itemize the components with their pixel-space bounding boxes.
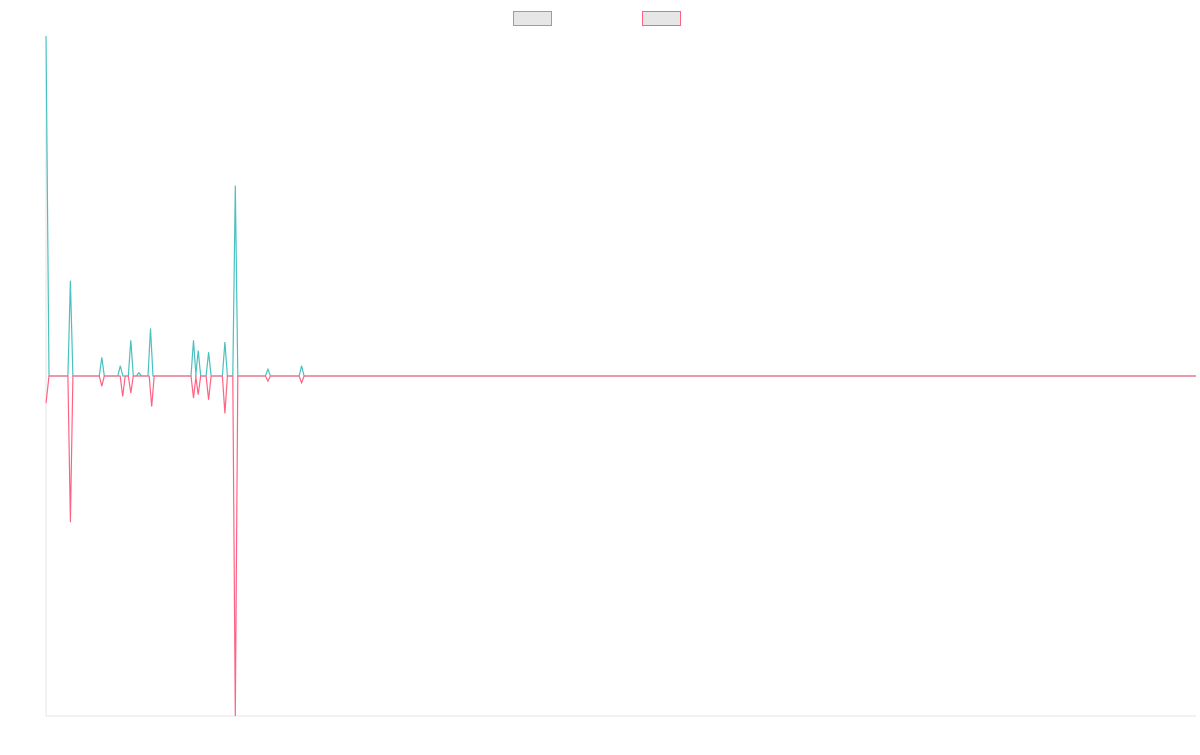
legend-item-series-1[interactable] bbox=[513, 9, 558, 27]
legend-swatch-series-2 bbox=[642, 10, 681, 26]
legend bbox=[0, 9, 1200, 27]
legend-item-series-2[interactable] bbox=[642, 9, 687, 27]
series-2-line bbox=[45, 375, 1196, 717]
series-1-line bbox=[45, 35, 1196, 377]
legend-swatch-series-1 bbox=[513, 10, 552, 26]
